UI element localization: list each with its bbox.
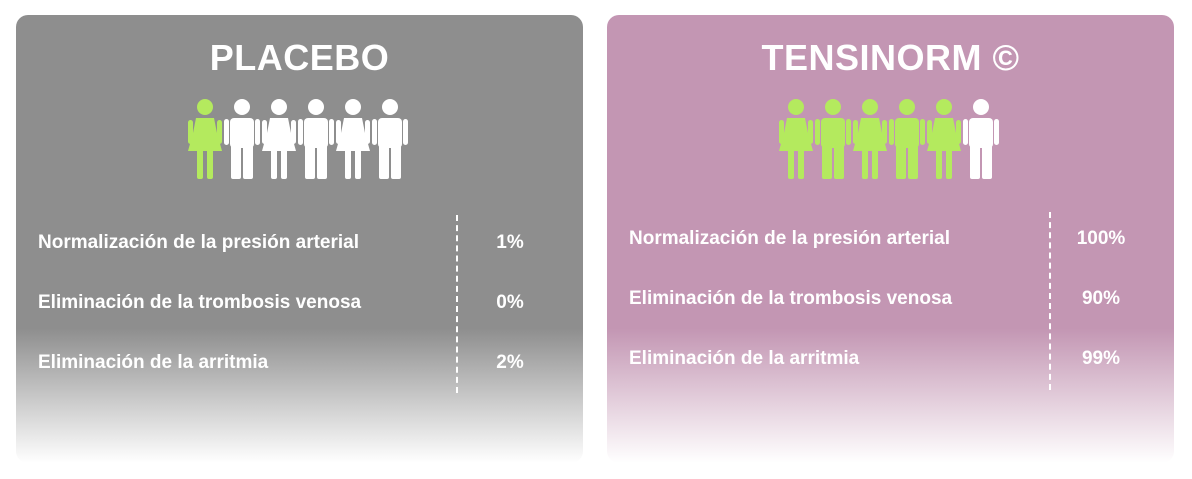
man-icon	[223, 99, 260, 179]
placebo-title: PLACEBO	[209, 37, 390, 78]
woman-icon	[778, 99, 813, 179]
tensinorm-row-value-arrhythmia: 99%	[1081, 348, 1121, 369]
woman-icon	[926, 99, 961, 179]
tensinorm-row-label-thrombosis: Eliminación de la trombosis venosa	[629, 288, 953, 309]
woman-icon	[852, 99, 887, 179]
tensinorm-row-value-thrombosis: 90%	[1081, 288, 1121, 309]
man-icon	[814, 99, 851, 179]
man-icon	[371, 99, 408, 179]
man-icon	[962, 99, 999, 179]
people-icon-group	[187, 99, 408, 179]
tensinorm-dashed-divider	[1049, 212, 1051, 390]
man-icon	[297, 99, 334, 179]
placebo-row-value-thrombosis: 0%	[496, 292, 524, 313]
placebo-row-label-arrhythmia: Eliminación de la arritmia	[38, 352, 269, 373]
placebo-people-figures	[16, 99, 583, 181]
woman-icon	[187, 99, 222, 179]
people-icon-group	[778, 99, 999, 179]
tensinorm-title: TENSINORM ©	[761, 37, 1020, 78]
placebo-row-value-arrhythmia: 2%	[496, 352, 524, 373]
tensinorm-card: TENSINORM © Normalización de la presión …	[607, 15, 1174, 463]
placebo-row-label-pressure: Normalización de la presión arterial	[38, 232, 359, 253]
tensinorm-row-label-arrhythmia: Eliminación de la arritmia	[629, 348, 860, 369]
placebo-row-label-thrombosis: Eliminación de la trombosis venosa	[38, 292, 362, 313]
tensinorm-row-label-pressure: Normalización de la presión arterial	[629, 228, 950, 249]
placebo-row-value-pressure: 1%	[496, 232, 524, 253]
placebo-dashed-divider	[456, 215, 458, 393]
man-icon	[888, 99, 925, 179]
placebo-card: PLACEBO Normalización de la presión arte…	[16, 15, 583, 463]
woman-icon	[261, 99, 296, 179]
tensinorm-people-figures	[607, 99, 1174, 181]
tensinorm-row-value-pressure: 100%	[1076, 228, 1126, 249]
woman-icon	[335, 99, 370, 179]
